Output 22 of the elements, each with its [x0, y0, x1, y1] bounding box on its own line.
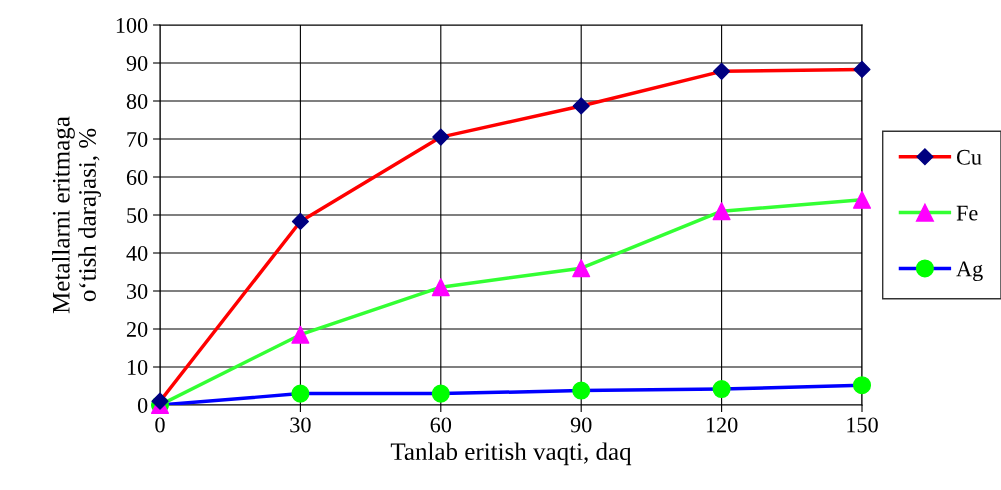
x-tick-label: 60: [430, 417, 452, 433]
y-tick-label: 10: [127, 359, 148, 375]
y-tick-label: 40: [126, 245, 148, 261]
y-tick-label: 20: [126, 321, 148, 337]
legend-label: Cu: [956, 149, 982, 165]
y-tick-label: 30: [127, 283, 148, 299]
x-tick-label: 0: [155, 417, 165, 433]
y-tick-label: 100: [116, 17, 148, 33]
x-tick-label: 90: [570, 417, 592, 433]
x-tick-label: 150: [847, 417, 878, 433]
y-tick-label: 0: [137, 397, 148, 413]
y-tick-label: 90: [126, 55, 148, 71]
legend-label: Ag: [956, 261, 983, 282]
y-tick-label: 80: [126, 93, 148, 109]
x-axis-title: Tanlab eritish vaqti, daq: [390, 442, 632, 466]
legend-label: Fe: [956, 205, 978, 221]
x-tick-label: 30: [290, 417, 311, 433]
x-tick-label: 120: [706, 417, 738, 433]
y-tick-label: 50: [127, 207, 148, 223]
y-axis-title: Metallarni eritmaga o‘tish darajasi, %: [52, 116, 101, 314]
y-tick-label: 60: [126, 169, 148, 185]
y-tick-label: 70: [127, 131, 148, 147]
